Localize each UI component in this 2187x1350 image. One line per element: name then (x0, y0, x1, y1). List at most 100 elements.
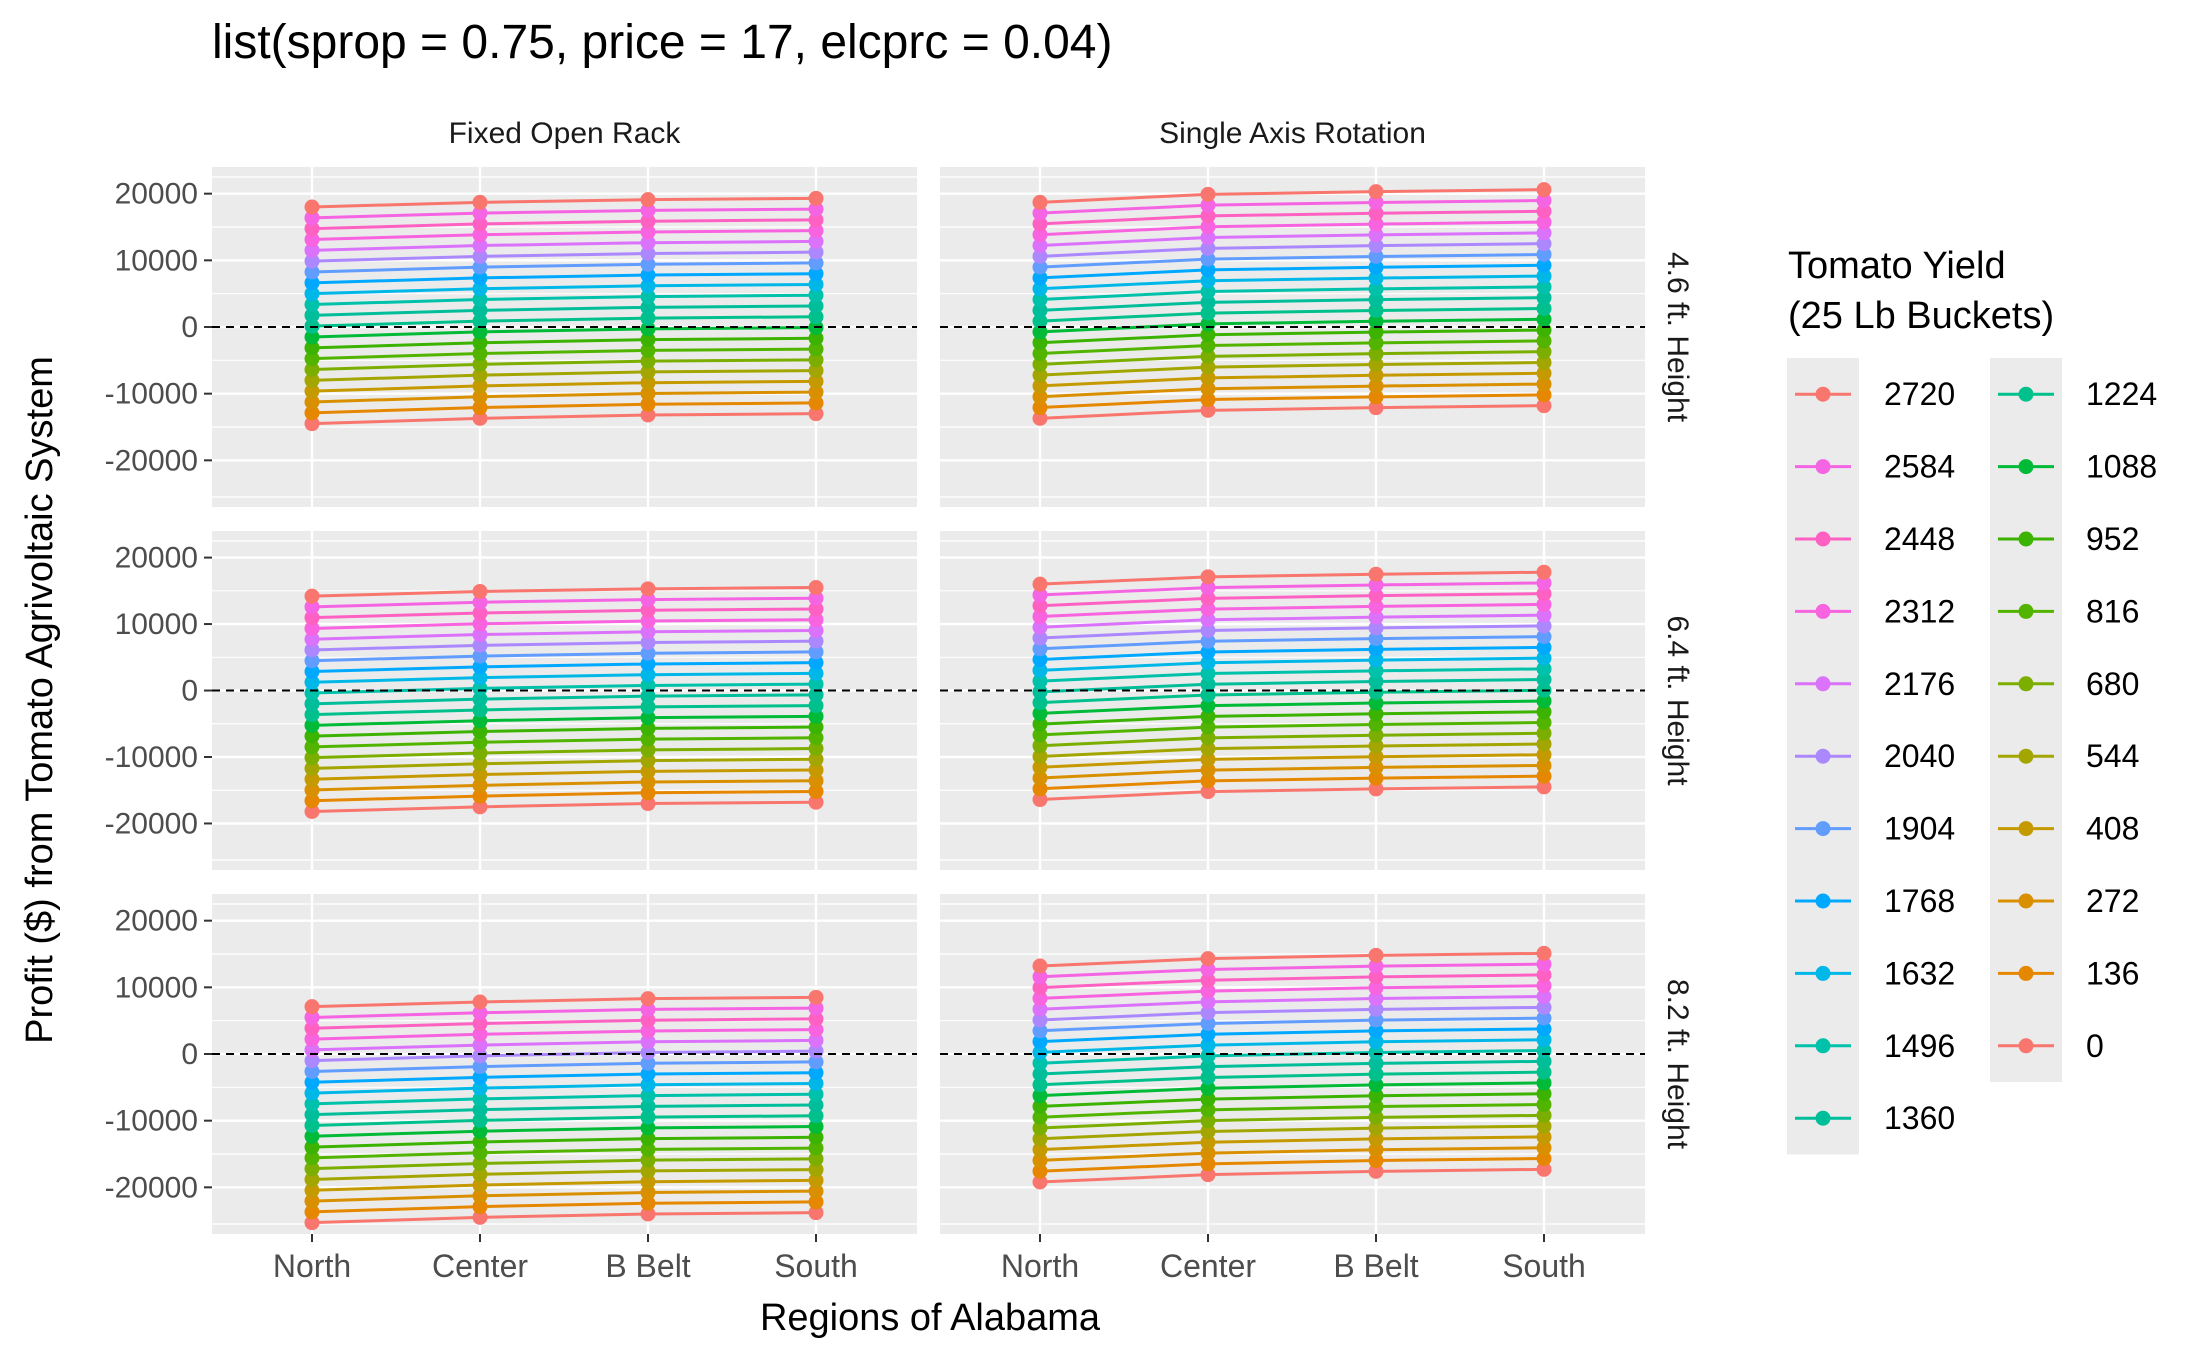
facet-column-label: Single Axis Rotation (1159, 117, 1426, 150)
data-point (472, 281, 488, 297)
series-line (1039, 404, 1545, 420)
data-point (472, 367, 488, 383)
data-point (1536, 398, 1552, 414)
data-point (640, 1088, 656, 1104)
series-line (1039, 973, 1545, 990)
data-point (304, 739, 320, 755)
series-line (1039, 328, 1545, 345)
legend-label: 816 (2086, 593, 2139, 629)
data-point (1032, 313, 1048, 329)
y-tick-label: 0 (181, 675, 198, 708)
data-point (1368, 346, 1384, 362)
data-point (1536, 344, 1552, 360)
y-tick-label: 0 (181, 311, 198, 344)
data-point (640, 1184, 656, 1200)
y-tick-label: 0 (181, 1038, 198, 1071)
legend-label: 0 (2086, 1028, 2104, 1064)
series-line (1039, 1157, 1545, 1173)
legend-key-point (2018, 821, 2034, 837)
data-point (640, 1023, 656, 1039)
data-point (1368, 1120, 1384, 1136)
data-point (304, 685, 320, 701)
series-line (1039, 731, 1545, 748)
data-point (1368, 641, 1384, 657)
legend-label: 2584 (1884, 449, 1955, 485)
series-line (311, 369, 817, 382)
data-point (1200, 623, 1216, 639)
series-line (1039, 602, 1545, 618)
data-point (1032, 281, 1048, 297)
data-point (1200, 294, 1216, 310)
data-point (1200, 1102, 1216, 1118)
data-point (808, 406, 824, 422)
data-point (808, 612, 824, 628)
data-point (1032, 1044, 1048, 1060)
data-point (1368, 1099, 1384, 1115)
data-point (1536, 1107, 1552, 1123)
data-point (1536, 1021, 1552, 1037)
legend-label: 952 (2086, 521, 2139, 557)
data-point (640, 396, 656, 412)
series-line (1039, 296, 1545, 312)
data-point (472, 324, 488, 340)
legend-title-line2: (25 Lb Buckets) (1788, 295, 2054, 337)
data-point (304, 1139, 320, 1155)
data-point (1032, 969, 1048, 985)
data-point (1536, 182, 1552, 198)
legend-label: 2312 (1884, 593, 1955, 629)
series-line (1039, 763, 1545, 780)
data-point (472, 238, 488, 254)
series-line (311, 1211, 817, 1225)
legend-key-point (1815, 603, 1831, 619)
data-point (304, 416, 320, 432)
data-point (1368, 781, 1384, 797)
data-point (808, 352, 824, 368)
data-point (304, 793, 320, 809)
data-point (472, 205, 488, 221)
data-point (1200, 665, 1216, 681)
series-line (1039, 263, 1545, 280)
data-point (304, 620, 320, 636)
data-point (1368, 969, 1384, 985)
data-point (472, 723, 488, 739)
data-point (808, 665, 824, 681)
data-point (640, 710, 656, 726)
data-point (1032, 958, 1048, 974)
data-point (472, 313, 488, 329)
data-point (1368, 738, 1384, 754)
data-point (808, 287, 824, 303)
series-line (311, 1114, 817, 1127)
data-point (640, 1066, 656, 1082)
data-point (1536, 989, 1552, 1005)
series-line (1039, 984, 1545, 1000)
data-point (1536, 945, 1552, 961)
series-line (1039, 274, 1545, 291)
data-point (1368, 1045, 1384, 1061)
data-point (472, 605, 488, 621)
series-line (311, 304, 817, 317)
data-point (304, 728, 320, 744)
legend-label: 1496 (1884, 1028, 1955, 1064)
legend-key-point (1815, 821, 1831, 837)
data-point (304, 351, 320, 367)
data-point (1368, 980, 1384, 996)
data-point (1032, 227, 1048, 243)
legend-key-point (1815, 459, 1831, 475)
data-point (304, 307, 320, 323)
data-point (1032, 716, 1048, 732)
data-point (472, 216, 488, 232)
data-point (304, 242, 320, 258)
x-tick-label: Center (1160, 1248, 1256, 1284)
data-point (808, 1011, 824, 1027)
data-point (1368, 631, 1384, 647)
data-point (472, 1102, 488, 1118)
series-line (1039, 1016, 1545, 1033)
data-point (640, 624, 656, 640)
data-point (1368, 663, 1384, 679)
data-point (1032, 980, 1048, 996)
series-line (311, 714, 817, 727)
series-line (311, 272, 817, 285)
data-point (472, 1048, 488, 1064)
data-point (1032, 684, 1048, 700)
data-point (1200, 773, 1216, 789)
